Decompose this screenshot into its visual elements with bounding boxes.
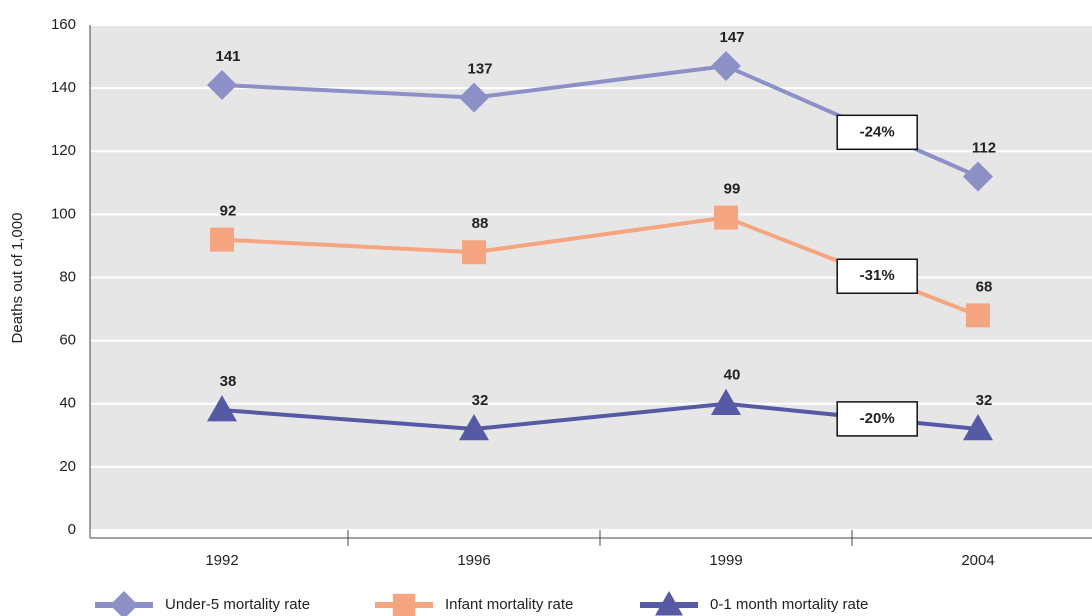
marker (714, 205, 738, 230)
marker (392, 593, 416, 616)
y-axis-title: Deaths out of 1,000 (9, 213, 26, 344)
y-tick-label: 60 (59, 332, 76, 349)
x-tick-label: 1999 (709, 552, 742, 569)
data-label: 147 (719, 29, 744, 46)
marker (655, 591, 683, 616)
marker (963, 414, 993, 441)
y-tick-label: 140 (51, 79, 76, 96)
marker (711, 51, 741, 82)
x-tick-label: 1996 (457, 552, 490, 569)
marker (459, 82, 489, 113)
marker (462, 240, 486, 265)
data-label: 38 (220, 373, 237, 390)
data-label: 137 (467, 61, 492, 78)
y-tick-label: 100 (51, 205, 76, 222)
y-tick-label: 120 (51, 142, 76, 159)
marker (711, 388, 741, 415)
annotation: -20% (860, 410, 895, 427)
y-tick-label: 80 (59, 268, 76, 285)
data-label: 32 (472, 392, 489, 409)
marker (459, 414, 489, 441)
annotation: -24% (860, 123, 895, 140)
x-tick-label: 1992 (205, 552, 238, 569)
data-label: 141 (215, 48, 240, 65)
marker (210, 227, 234, 252)
marker (207, 69, 237, 100)
data-label: 99 (724, 181, 741, 198)
data-label: 88 (472, 215, 489, 232)
marker (963, 161, 993, 192)
data-label: 92 (220, 203, 237, 220)
marker (207, 395, 237, 422)
y-tick-label: 160 (51, 16, 76, 33)
annotation-box (836, 114, 918, 151)
data-label: 40 (724, 367, 741, 384)
x-tick-label: 2004 (961, 552, 994, 569)
annotation-box (836, 401, 918, 437)
y-tick-label: 20 (59, 458, 76, 475)
data-label: 32 (976, 392, 993, 409)
legend-label: Under-5 mortality rate (165, 596, 310, 613)
marker (110, 591, 138, 616)
legend-label: Infant mortality rate (445, 596, 573, 613)
data-label: 112 (972, 139, 996, 156)
marker (966, 303, 990, 328)
data-label: 68 (976, 278, 993, 295)
y-tick-label: 0 (68, 521, 76, 538)
y-tick-label: 40 (59, 395, 76, 412)
annotation: -31% (860, 267, 895, 284)
annotation-box (836, 258, 918, 294)
legend-label: 0-1 month mortality rate (710, 596, 868, 613)
